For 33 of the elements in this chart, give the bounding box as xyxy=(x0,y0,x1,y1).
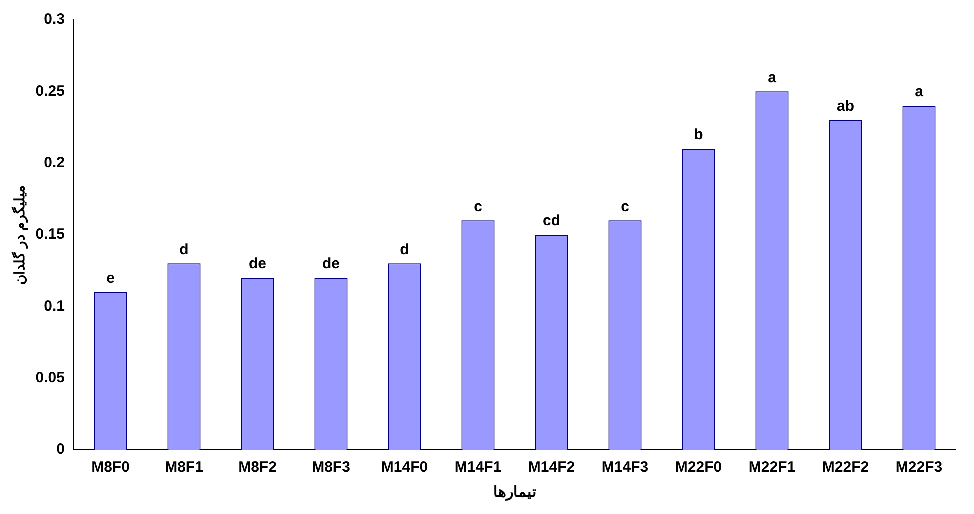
x-tick-label: M22F3 xyxy=(896,459,943,476)
x-tick-label: M14F1 xyxy=(454,459,502,476)
y-tick-label: 0 xyxy=(56,441,65,458)
annotation: a xyxy=(915,84,924,101)
annotation: c xyxy=(621,198,630,216)
x-tick-label: M8F1 xyxy=(165,459,204,476)
annotation: d xyxy=(180,241,189,258)
x-tick-label: M8F0 xyxy=(92,459,130,476)
annotation: b xyxy=(694,126,704,144)
annotation: de xyxy=(322,256,340,273)
x-tick-label: M22F1 xyxy=(748,459,796,476)
x-tick-label: M14F0 xyxy=(381,459,428,476)
x-tick-label: M22F2 xyxy=(822,459,870,476)
x-tick-label: M8F2 xyxy=(238,459,277,476)
y-axis-title: میلیگرم در گلدان xyxy=(11,185,28,285)
annotation: cd xyxy=(542,212,561,230)
y-tick-label: 0.3 xyxy=(44,11,65,28)
x-tick-label: M14F2 xyxy=(528,459,576,476)
x-tick-label: M14F3 xyxy=(602,459,649,476)
annotation: d xyxy=(400,241,410,258)
annotation: c xyxy=(474,198,482,216)
x-tick-label: M8F3 xyxy=(312,459,350,476)
y-tick-label: 0.15 xyxy=(36,226,65,244)
y-tick-label: 0.2 xyxy=(44,154,65,172)
annotation: de xyxy=(248,256,267,273)
annotation: a xyxy=(768,69,778,86)
y-tick-label: 0.1 xyxy=(44,298,65,315)
y-tick-label: 0.25 xyxy=(36,82,65,100)
x-tick-label: M22F0 xyxy=(675,459,722,476)
annotation: e xyxy=(106,270,115,287)
y-tick-label: 0.05 xyxy=(36,369,65,386)
annotation: ab xyxy=(836,98,855,115)
x-axis-title: تیمارها xyxy=(493,484,536,502)
